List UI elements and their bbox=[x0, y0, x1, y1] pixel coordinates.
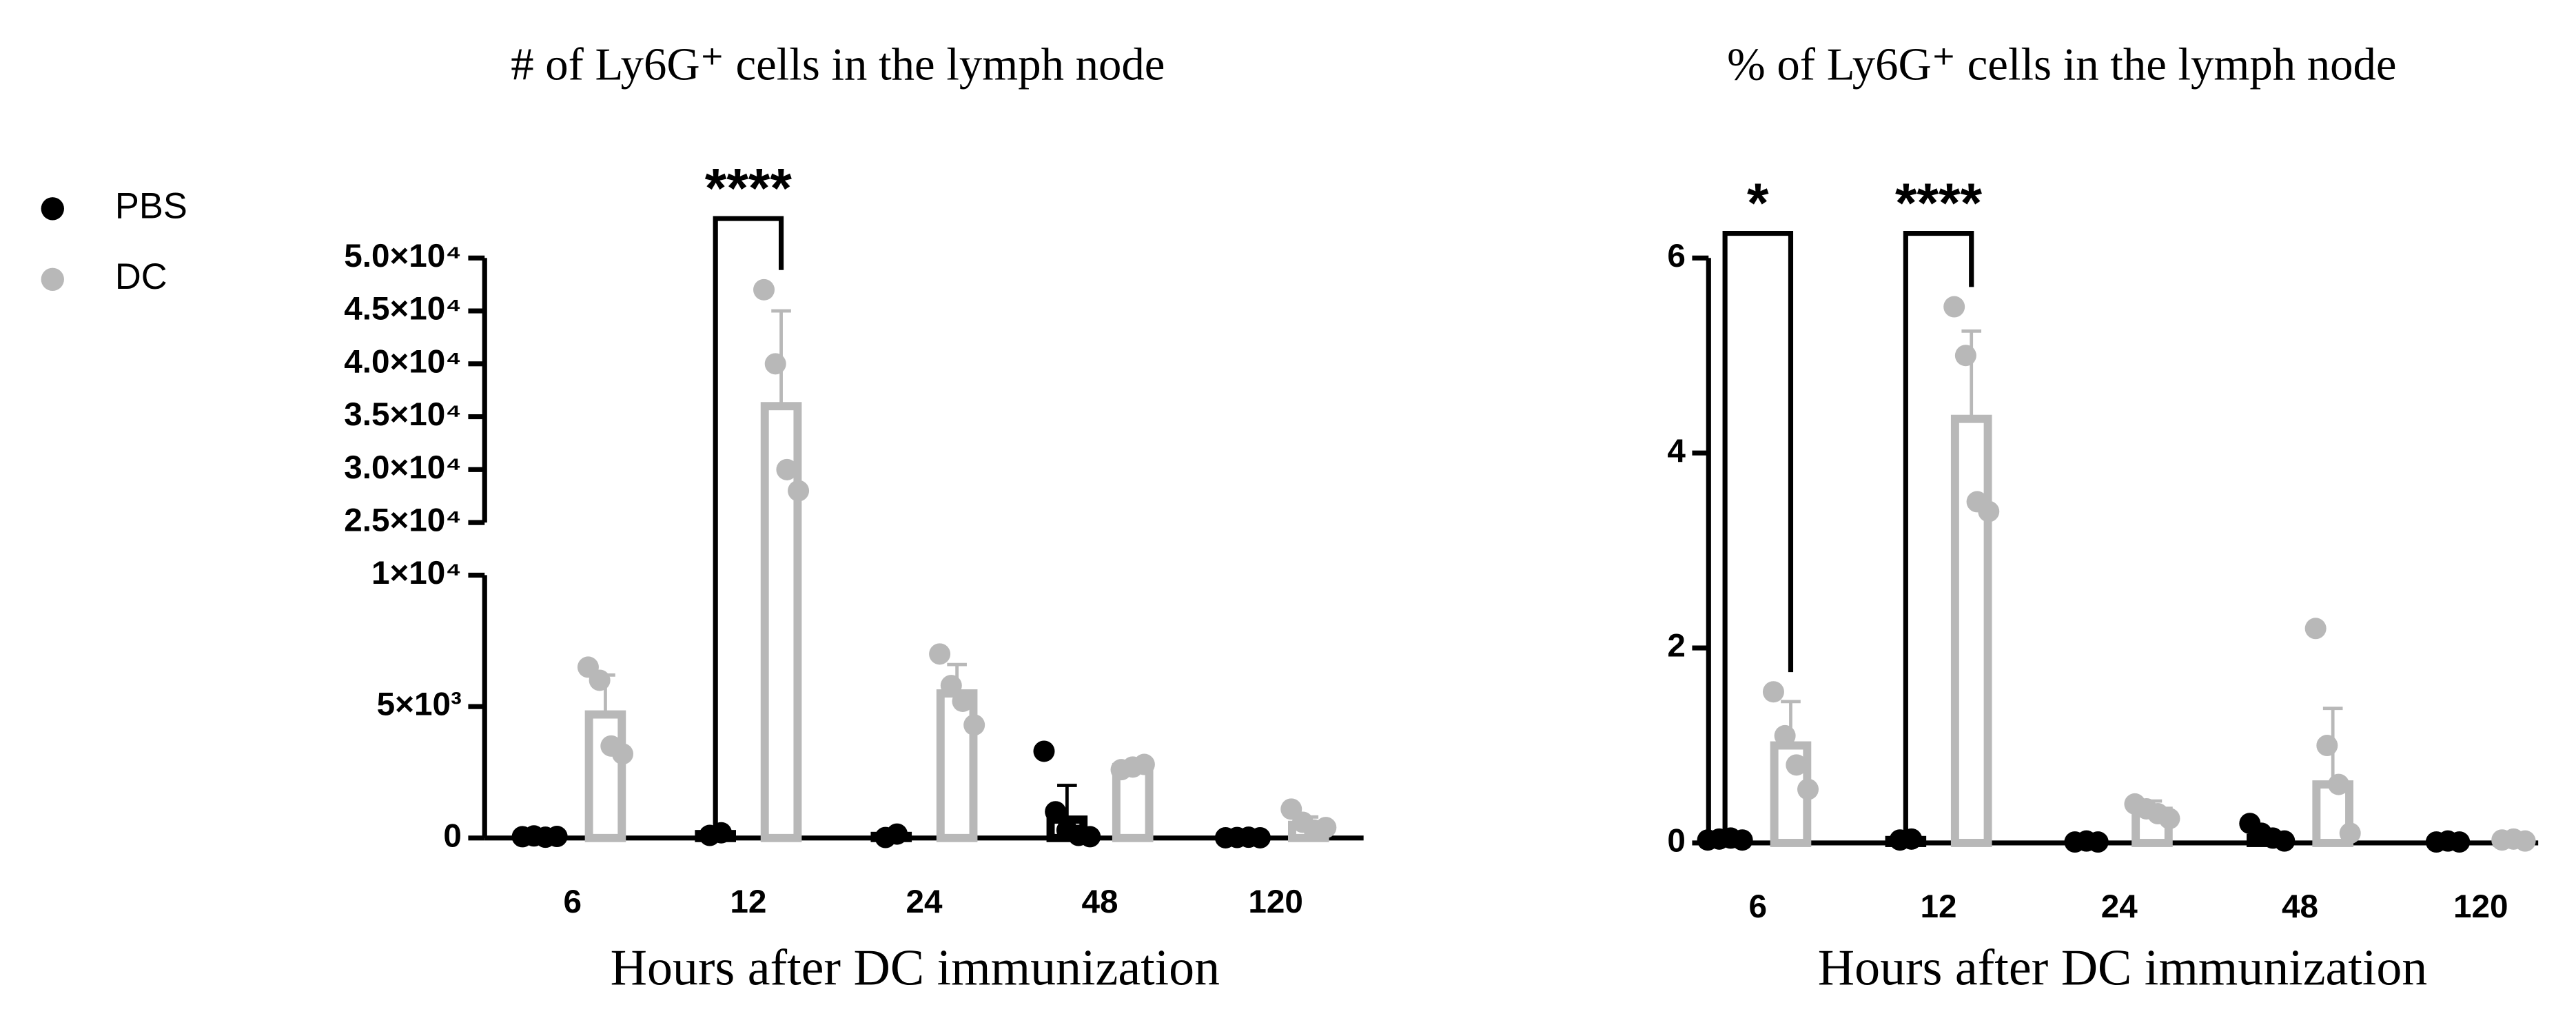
data-point bbox=[929, 643, 951, 665]
data-point bbox=[589, 669, 611, 691]
data-point bbox=[1045, 801, 1067, 823]
data-point bbox=[1249, 826, 1271, 848]
significance-label: **** bbox=[1895, 172, 1983, 234]
data-point bbox=[1978, 500, 2000, 522]
data-point bbox=[776, 458, 798, 480]
data-point bbox=[753, 278, 775, 301]
data-point bbox=[2514, 830, 2536, 852]
significance-label: * bbox=[1747, 172, 1769, 234]
significance-label: **** bbox=[705, 157, 793, 219]
data-point bbox=[2158, 808, 2180, 830]
data-point bbox=[1943, 296, 1965, 318]
data-point bbox=[1133, 753, 1155, 775]
y-tick-label: 2 bbox=[1667, 628, 1686, 664]
y-tick-label: 4.5×10⁴ bbox=[344, 291, 462, 327]
data-point bbox=[1954, 345, 1976, 367]
data-point bbox=[963, 714, 985, 736]
data-point bbox=[2339, 822, 2361, 844]
legend-marker bbox=[41, 267, 64, 291]
y-tick-label: 0 bbox=[1667, 823, 1686, 860]
y-tick-label: 6 bbox=[1667, 238, 1686, 274]
y-tick-label: 4.0×10⁴ bbox=[344, 343, 462, 380]
legend-label: PBS bbox=[115, 187, 187, 227]
x-tick-label: 12 bbox=[1921, 888, 1957, 925]
x-tick-label: 24 bbox=[906, 884, 943, 920]
data-point bbox=[788, 480, 810, 502]
legend-label: DC bbox=[115, 257, 167, 297]
data-point bbox=[1079, 826, 1101, 848]
data-point bbox=[886, 823, 908, 845]
bar bbox=[1950, 414, 1992, 847]
y-tick-label: 2.5×10⁴ bbox=[344, 502, 462, 539]
significance-bracket bbox=[713, 216, 784, 832]
significance-bracket bbox=[1722, 230, 1794, 837]
chart-title: % of Ly6G⁺ cells in the lymph node bbox=[1727, 39, 2396, 90]
legend-marker bbox=[41, 197, 64, 221]
x-tick-label: 120 bbox=[1248, 884, 1303, 920]
y-tick-label: 3.5×10⁴ bbox=[344, 396, 462, 433]
y-tick-label: 0 bbox=[443, 817, 462, 854]
data-point bbox=[1786, 754, 1808, 776]
data-point bbox=[1731, 829, 1753, 851]
x-axis-label: Hours after DC immunization bbox=[1818, 939, 2427, 995]
y-tick-label: 4 bbox=[1667, 433, 1686, 469]
data-point bbox=[940, 675, 962, 697]
data-point bbox=[2328, 773, 2350, 795]
x-tick-label: 12 bbox=[730, 884, 766, 920]
x-tick-label: 6 bbox=[564, 884, 582, 920]
x-axis-label: Hours after DC immunization bbox=[611, 939, 1220, 995]
x-tick-label: 6 bbox=[1749, 888, 1768, 925]
data-point bbox=[2316, 735, 2338, 757]
data-point bbox=[546, 826, 568, 848]
y-tick-label: 1×10⁴ bbox=[371, 555, 462, 591]
data-point bbox=[2449, 831, 2471, 853]
data-point bbox=[2304, 618, 2327, 640]
chart-title: # of Ly6G⁺ cells in the lymph node bbox=[511, 39, 1165, 90]
significance-bracket bbox=[1903, 230, 1974, 837]
data-point bbox=[1774, 724, 1796, 746]
x-tick-label: 120 bbox=[2453, 888, 2508, 925]
data-point bbox=[1315, 817, 1337, 839]
x-tick-label: 48 bbox=[1082, 884, 1118, 920]
y-tick-label: 5×10³ bbox=[377, 687, 462, 723]
data-point bbox=[2273, 830, 2296, 852]
y-tick-label: 3.0×10⁴ bbox=[344, 449, 462, 486]
x-tick-label: 48 bbox=[2282, 888, 2318, 925]
data-point bbox=[952, 690, 974, 712]
x-tick-label: 24 bbox=[2101, 888, 2138, 925]
data-point bbox=[1762, 681, 1784, 703]
data-point bbox=[764, 353, 786, 375]
bar bbox=[936, 689, 978, 842]
data-point bbox=[1797, 778, 1819, 800]
data-point bbox=[1033, 740, 1055, 762]
y-tick-label: 5.0×10⁴ bbox=[344, 238, 462, 274]
bar bbox=[584, 710, 626, 842]
data-point bbox=[612, 743, 634, 765]
data-point bbox=[2087, 831, 2109, 853]
